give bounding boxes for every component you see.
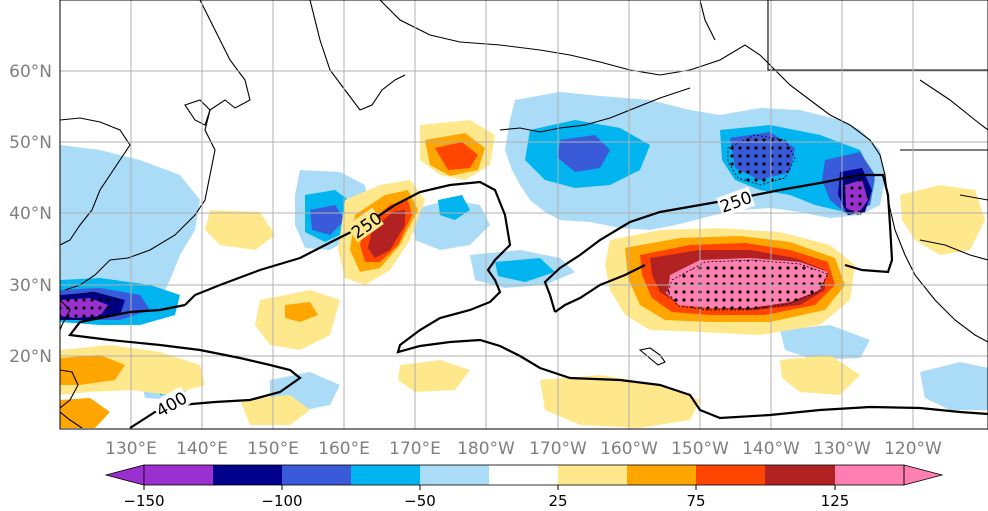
gridlines xyxy=(60,0,988,429)
lon-label-160e: 160°E xyxy=(318,439,370,459)
contours xyxy=(67,173,988,429)
colorbar-segment xyxy=(696,465,765,485)
lon-label-150w: 150°W xyxy=(671,439,729,459)
colorbar-label-minus-150: −150 xyxy=(123,492,164,510)
longitude-labels: 130°E 140°E 150°E 160°E 170°E 180°W 170°… xyxy=(105,439,942,459)
colorbar-segment xyxy=(351,465,420,485)
latitude-labels: 60°N 50°N 40°N 30°N 20°N xyxy=(9,62,52,367)
lat-label-30n: 30°N xyxy=(9,276,52,296)
lat-label-40n: 40°N xyxy=(9,204,52,224)
colorbar-label-125: 125 xyxy=(821,492,850,510)
lon-label-160w: 160°W xyxy=(600,439,658,459)
lat-label-60n: 60°N xyxy=(9,62,52,82)
colorbar-segment xyxy=(213,465,282,485)
lon-label-130w: 130°W xyxy=(813,439,871,459)
lat-label-20n: 20°N xyxy=(9,347,52,367)
lon-label-170e: 170°E xyxy=(389,439,441,459)
colorbar-ticks xyxy=(143,485,836,490)
colorbar-segment xyxy=(558,465,627,485)
colorbar-label-75: 75 xyxy=(686,492,705,510)
colorbar-segment xyxy=(282,465,351,485)
lon-label-150e: 150°E xyxy=(247,439,299,459)
map-frame xyxy=(59,0,988,430)
lon-label-120w: 120°W xyxy=(884,439,942,459)
colorbar-arrow-low xyxy=(104,464,145,486)
map-panel: 250 250 400 xyxy=(60,0,988,429)
colorbar-segment xyxy=(489,465,558,485)
colorbar-segment xyxy=(765,465,835,485)
colorbar-label-minus-100: −100 xyxy=(261,492,302,510)
colorbar: −150 −100 −50 25 75 125 xyxy=(104,464,944,510)
colorbar-label-25: 25 xyxy=(548,492,567,510)
coastlines xyxy=(60,0,988,429)
lat-label-50n: 50°N xyxy=(9,133,52,153)
lon-label-140e: 140°E xyxy=(176,439,228,459)
lon-label-140w: 140°W xyxy=(742,439,800,459)
lon-label-170w: 170°W xyxy=(529,439,587,459)
colorbar-segment xyxy=(835,465,904,485)
colorbar-segment xyxy=(420,465,489,485)
colorbar-label-minus-50: −50 xyxy=(404,492,436,510)
colorbar-segment xyxy=(144,465,213,485)
colorbar-segment xyxy=(627,465,696,485)
lon-label-180w: 180°W xyxy=(457,439,515,459)
colorbar-arrow-high xyxy=(903,464,944,486)
lon-label-130e: 130°E xyxy=(105,439,157,459)
